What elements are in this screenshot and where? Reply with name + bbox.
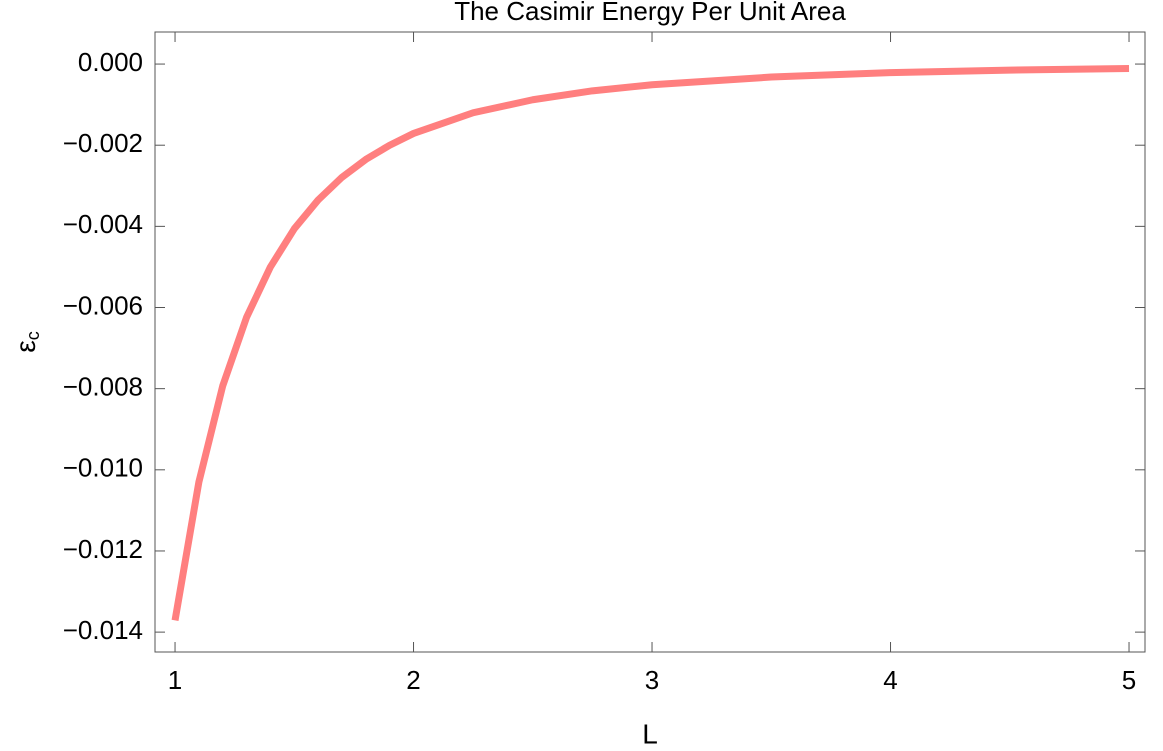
- y-tick-label: −0.004: [63, 209, 143, 239]
- x-tick-label: 4: [883, 665, 897, 695]
- data-line: [171, 65, 1130, 621]
- y-tick-label: −0.008: [63, 372, 143, 402]
- x-tick-label: 3: [645, 665, 659, 695]
- y-tick-label: −0.002: [63, 128, 143, 158]
- chart-title: The Casimir Energy Per Unit Area: [454, 0, 846, 26]
- y-tick-label: −0.012: [63, 534, 143, 564]
- x-tick-label: 2: [406, 665, 420, 695]
- plot-frame: [154, 31, 1146, 653]
- y-tick-label: −0.014: [63, 615, 143, 645]
- y-axis-label-main: ε: [10, 340, 41, 352]
- x-axis-label: L: [642, 718, 658, 749]
- y-tick-label: −0.010: [63, 453, 143, 483]
- x-tick-label: 1: [168, 665, 182, 695]
- y-tick-label: −0.006: [63, 290, 143, 320]
- y-axis-label: εc: [10, 331, 42, 352]
- x-tick-label: 5: [1122, 665, 1136, 695]
- y-axis-label-subscript: c: [23, 331, 43, 340]
- y-tick-label: 0.000: [78, 47, 143, 77]
